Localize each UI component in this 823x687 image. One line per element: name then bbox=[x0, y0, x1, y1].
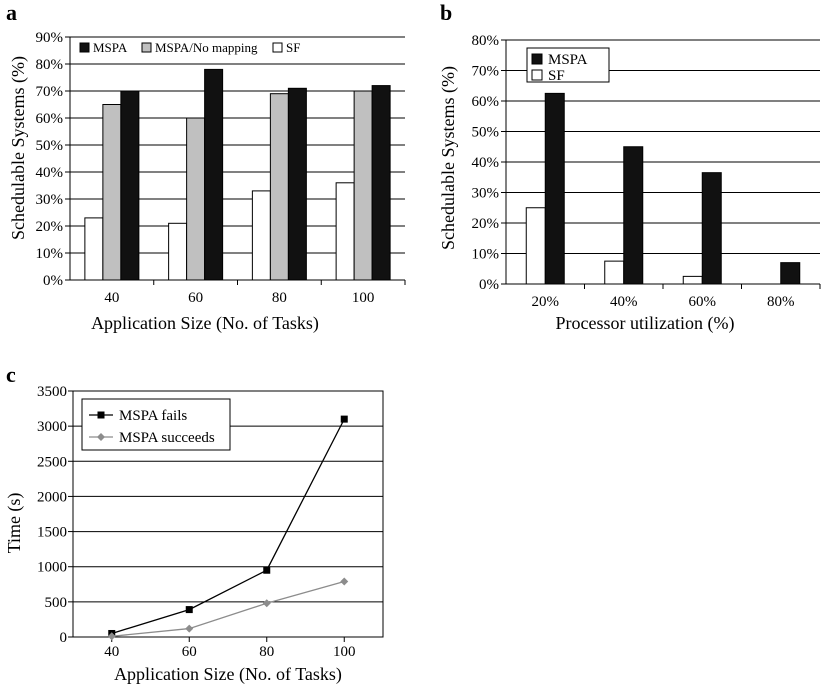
a-bar-sf bbox=[168, 222, 188, 281]
b-bar-mspa bbox=[544, 92, 565, 285]
b-ytick-label: 40% bbox=[472, 155, 500, 171]
a-ytick-label: 30% bbox=[36, 192, 64, 208]
a-bar-sf bbox=[335, 182, 355, 281]
b-legend-label: SF bbox=[548, 68, 565, 84]
c-series-line-mspa-fails bbox=[111, 418, 345, 635]
chart-b-panel-letter: b bbox=[440, 0, 452, 25]
b-bar-sf bbox=[682, 275, 703, 285]
a-legend-swatch bbox=[272, 42, 283, 53]
chart-a-xlabel: Application Size (No. of Tasks) bbox=[91, 313, 319, 334]
b-xtick-label: 80% bbox=[767, 294, 795, 310]
a-ytick-label: 10% bbox=[36, 246, 64, 262]
a-legend-swatch bbox=[79, 42, 90, 53]
b-bar-sf bbox=[525, 207, 546, 285]
b-ytick-label: 50% bbox=[472, 125, 500, 141]
a-ytick-label: 80% bbox=[36, 57, 64, 73]
b-bar-mspa bbox=[623, 146, 644, 285]
a-bar-mspa-no-mapping bbox=[353, 90, 373, 281]
c-legend-marker-mspa-succeeds bbox=[97, 433, 105, 441]
b-bar-mspa bbox=[701, 172, 722, 285]
chart-c-panel-letter: c bbox=[6, 362, 16, 387]
chart-c-ylabel: Time (s) bbox=[4, 493, 25, 554]
a-ytick-label: 70% bbox=[36, 84, 64, 100]
c-ytick-label: 2000 bbox=[37, 489, 67, 505]
b-ytick-label: 80% bbox=[472, 33, 500, 49]
chart-a-ylabel: Schedulable Systems (%) bbox=[8, 56, 29, 240]
a-bar-mspa-no-mapping bbox=[186, 117, 206, 281]
chart-panel-c: c 0 500 1000 1500 2000 2500 3000 3500 40 60 80 100… bbox=[0, 360, 420, 687]
chart-c-xlabel: Application Size (No. of Tasks) bbox=[114, 664, 342, 685]
a-bar-mspa-no-mapping bbox=[102, 104, 122, 281]
chart-a-svg: a 0% 10% 20% 30% 40% 50% 60% 70% 80% 90% 40 60 80 10… bbox=[6, 0, 406, 334]
a-ytick-label: 90% bbox=[36, 30, 64, 46]
c-legend-label: MSPA succeeds bbox=[119, 430, 215, 446]
a-bar-sf bbox=[84, 217, 104, 281]
a-bar-mspa bbox=[120, 90, 140, 281]
a-ytick-label: 40% bbox=[36, 165, 64, 181]
c-point-mspa-fails bbox=[263, 566, 271, 574]
a-legend-label: MSPA/No mapping bbox=[155, 40, 258, 55]
b-ytick-label: 0% bbox=[479, 277, 499, 293]
a-bar-mspa bbox=[204, 68, 224, 281]
c-point-mspa-succeeds bbox=[107, 632, 116, 641]
c-xtick-label: 40 bbox=[104, 644, 119, 660]
c-plot-frame bbox=[72, 390, 384, 638]
c-point-mspa-succeeds bbox=[185, 624, 194, 633]
c-point-mspa-succeeds bbox=[340, 577, 349, 586]
b-legend-swatch bbox=[531, 69, 543, 81]
a-ytick-label: 50% bbox=[36, 138, 64, 154]
a-bar-sf bbox=[251, 190, 271, 281]
a-legend-box bbox=[73, 38, 403, 58]
c-xtick-label: 80 bbox=[259, 644, 274, 660]
c-legend-box bbox=[81, 398, 231, 451]
c-point-mspa-fails bbox=[340, 415, 348, 423]
a-xtick-label: 80 bbox=[272, 290, 287, 306]
c-point-mspa-fails bbox=[185, 606, 193, 614]
b-xtick-label: 20% bbox=[532, 294, 560, 310]
chart-b-svg: b 0% 10% 20% 30% 40% 50% 60% 70% 80% 20% 40% 60% 80… bbox=[438, 0, 821, 334]
chart-c-svg: c 0 500 1000 1500 2000 2500 3000 3500 40 60 80 100… bbox=[4, 362, 384, 685]
a-bar-mspa-no-mapping bbox=[269, 93, 289, 281]
c-ytick-label: 1500 bbox=[37, 525, 67, 541]
chart-b-ylabel: Schedulable Systems (%) bbox=[438, 66, 459, 250]
c-ytick-label: 3000 bbox=[37, 419, 67, 435]
b-bar-sf bbox=[604, 260, 625, 285]
c-ytick-label: 1000 bbox=[37, 560, 67, 576]
a-xtick-label: 40 bbox=[104, 290, 119, 306]
c-legend-marker-mspa-fails bbox=[97, 411, 105, 419]
b-xtick-label: 40% bbox=[610, 294, 638, 310]
b-xtick-label: 60% bbox=[689, 294, 717, 310]
c-ytick-label: 3500 bbox=[37, 384, 67, 400]
a-bar-mspa bbox=[371, 85, 391, 281]
a-legend-swatch bbox=[141, 42, 152, 53]
b-legend-label: MSPA bbox=[548, 52, 588, 68]
a-xtick-label: 100 bbox=[352, 290, 375, 306]
b-ytick-label: 20% bbox=[472, 216, 500, 232]
c-point-mspa-succeeds bbox=[262, 599, 271, 608]
a-ytick-label: 20% bbox=[36, 219, 64, 235]
a-legend-label: MSPA bbox=[93, 40, 128, 55]
a-bar-mspa bbox=[287, 87, 307, 281]
a-ytick-label: 0% bbox=[43, 273, 63, 289]
c-ytick-label: 0 bbox=[60, 630, 68, 646]
c-ytick-label: 500 bbox=[45, 595, 68, 611]
a-legend-label: SF bbox=[286, 40, 300, 55]
c-xtick-label: 60 bbox=[182, 644, 197, 660]
chart-b-xlabel: Processor utilization (%) bbox=[556, 313, 735, 334]
c-ytick-label: 2500 bbox=[37, 454, 67, 470]
b-ytick-label: 10% bbox=[472, 247, 500, 263]
b-ytick-label: 30% bbox=[472, 186, 500, 202]
chart-panel-b: b 0% 10% 20% 30% 40% 50% 60% 70% 80% 20% 40% 60% 80… bbox=[432, 0, 823, 345]
c-xtick-label: 100 bbox=[333, 644, 356, 660]
chart-a-panel-letter: a bbox=[6, 0, 17, 25]
a-xtick-label: 60 bbox=[188, 290, 203, 306]
b-bar-mspa bbox=[780, 262, 801, 285]
b-legend-swatch bbox=[531, 53, 543, 65]
c-series-line-mspa-succeeds bbox=[111, 580, 345, 637]
c-legend-label: MSPA fails bbox=[119, 408, 187, 424]
a-ytick-label: 60% bbox=[36, 111, 64, 127]
b-ytick-label: 60% bbox=[472, 94, 500, 110]
b-ytick-label: 70% bbox=[472, 64, 500, 80]
chart-panel-a: a 0% 10% 20% 30% 40% 50% 60% 70% 80% 90% 40 60 80 10… bbox=[0, 0, 420, 345]
